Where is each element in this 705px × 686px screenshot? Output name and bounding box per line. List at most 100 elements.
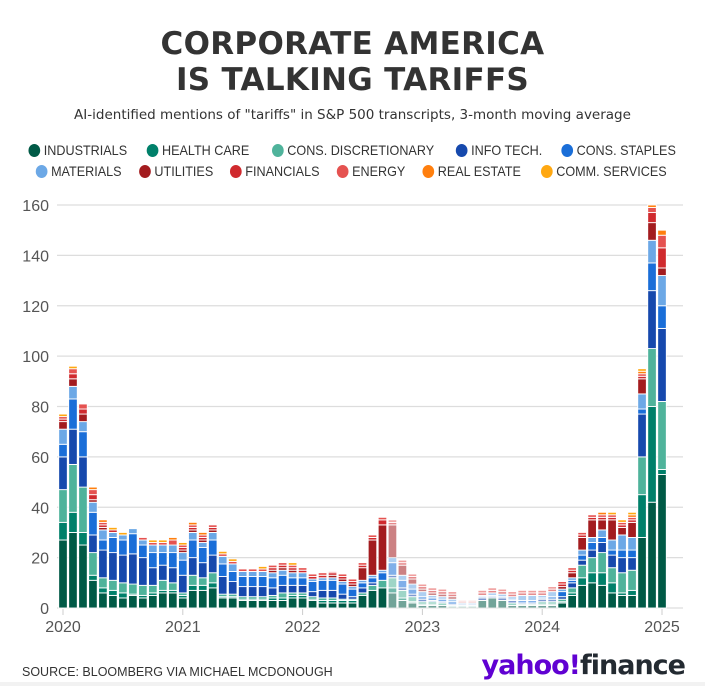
bar-segment bbox=[88, 486, 98, 491]
bar-stack bbox=[447, 591, 458, 609]
bar-segment bbox=[387, 592, 398, 609]
bar-segment bbox=[108, 552, 118, 581]
x-tick-label: 2023 bbox=[405, 619, 441, 636]
bar-stack bbox=[367, 534, 378, 609]
bar-segment bbox=[88, 574, 98, 581]
legend-swatch-icon bbox=[146, 144, 158, 157]
legend-label: UTILITIES bbox=[154, 163, 213, 179]
bar-segment bbox=[277, 592, 288, 599]
bar-segment bbox=[188, 557, 198, 576]
bar-segment bbox=[337, 593, 348, 600]
bar-segment bbox=[357, 587, 368, 594]
bar-segment bbox=[237, 571, 248, 577]
bar-segment bbox=[108, 589, 118, 596]
bar-segment bbox=[587, 514, 597, 518]
bar-segment bbox=[247, 599, 258, 609]
x-tick-label: 2021 bbox=[165, 619, 201, 636]
bar-segment bbox=[68, 365, 78, 370]
bar-stack bbox=[387, 519, 398, 609]
bar-stack bbox=[537, 589, 547, 609]
bar-stack bbox=[148, 539, 158, 609]
bar-segment bbox=[327, 571, 338, 574]
bar-segment bbox=[227, 558, 238, 562]
bar-segment bbox=[317, 572, 328, 576]
bar-segment bbox=[98, 592, 108, 609]
bar-segment bbox=[407, 588, 418, 595]
bar-segment bbox=[247, 571, 258, 577]
bar-segment bbox=[587, 519, 597, 538]
bar-stack bbox=[118, 531, 128, 609]
bar-segment bbox=[357, 562, 368, 566]
bar-segment bbox=[78, 403, 88, 410]
bar-segment bbox=[477, 589, 488, 594]
bar-segment bbox=[307, 591, 318, 598]
bar-stack bbox=[78, 403, 88, 609]
yahoo-finance-logo: yahoo!finance bbox=[482, 650, 686, 681]
bar-segment bbox=[128, 528, 138, 535]
legend-swatch-icon bbox=[455, 144, 468, 157]
bar-segment bbox=[267, 564, 278, 569]
bar-stack bbox=[437, 588, 448, 609]
bar-stack bbox=[477, 589, 488, 609]
bar-segment bbox=[627, 521, 637, 538]
legend-item: CONS. STAPLES bbox=[561, 140, 676, 161]
bar-segment bbox=[297, 584, 308, 594]
bar-segment bbox=[547, 591, 557, 598]
bar-segment bbox=[607, 582, 617, 594]
bar-segment bbox=[158, 592, 168, 609]
bar-stack bbox=[88, 486, 98, 609]
bar-stack bbox=[287, 562, 298, 609]
bar-segment bbox=[68, 373, 78, 380]
bar-segment bbox=[387, 519, 398, 523]
bar-segment bbox=[237, 568, 248, 572]
legend-label: COMM. SERVICES bbox=[556, 163, 667, 179]
bar-segment bbox=[158, 579, 168, 591]
legend: INDUSTRIALS HEALTH CARE CONS. DISCRETIONAR… bbox=[0, 140, 705, 182]
bottom-strip bbox=[0, 682, 705, 686]
bar-stack bbox=[297, 567, 308, 609]
bar-segment bbox=[277, 574, 288, 586]
bar-segment bbox=[158, 544, 168, 554]
bar-segment bbox=[577, 554, 587, 561]
bar-segment bbox=[587, 557, 597, 574]
bar-segment bbox=[567, 594, 577, 609]
bar-segment bbox=[587, 537, 597, 543]
bar-segment bbox=[158, 564, 168, 581]
bar-segment bbox=[158, 539, 168, 543]
bar-segment bbox=[188, 584, 198, 591]
y-tick-label: 40 bbox=[31, 500, 49, 517]
bar-segment bbox=[88, 552, 98, 576]
bar-segment bbox=[597, 519, 607, 531]
bar-segment bbox=[527, 594, 537, 601]
legend-swatch-icon bbox=[336, 165, 349, 178]
bars bbox=[58, 204, 667, 609]
legend-label: INFO TECH. bbox=[470, 142, 542, 158]
bar-segment bbox=[108, 537, 118, 554]
legend-label: MATERIALS bbox=[51, 163, 122, 179]
bar-segment bbox=[78, 456, 88, 488]
legend-item: INFO TECH. bbox=[455, 140, 542, 161]
y-tick-label: 80 bbox=[31, 400, 49, 417]
bar-segment bbox=[237, 599, 248, 609]
bar-segment bbox=[637, 393, 647, 410]
bar-segment bbox=[407, 583, 418, 590]
bar-segment bbox=[527, 589, 537, 594]
bar-stack bbox=[198, 531, 208, 609]
bar-segment bbox=[188, 531, 198, 541]
bar-segment bbox=[138, 544, 148, 559]
bar-segment bbox=[367, 584, 378, 591]
bar-segment bbox=[148, 539, 158, 543]
legend-item: FINANCIALS bbox=[230, 161, 320, 182]
bar-stack bbox=[207, 524, 218, 609]
bar-segment bbox=[98, 549, 108, 579]
bar-segment bbox=[607, 511, 617, 516]
bar-segment bbox=[557, 591, 567, 598]
bar-segment bbox=[257, 586, 268, 598]
bar-segment bbox=[237, 576, 248, 588]
bar-segment bbox=[178, 552, 188, 561]
bar-segment bbox=[98, 519, 108, 523]
bar-segment bbox=[88, 534, 98, 554]
bar-segment bbox=[577, 564, 587, 579]
bar-segment bbox=[617, 572, 627, 594]
bar-stack bbox=[277, 562, 288, 609]
